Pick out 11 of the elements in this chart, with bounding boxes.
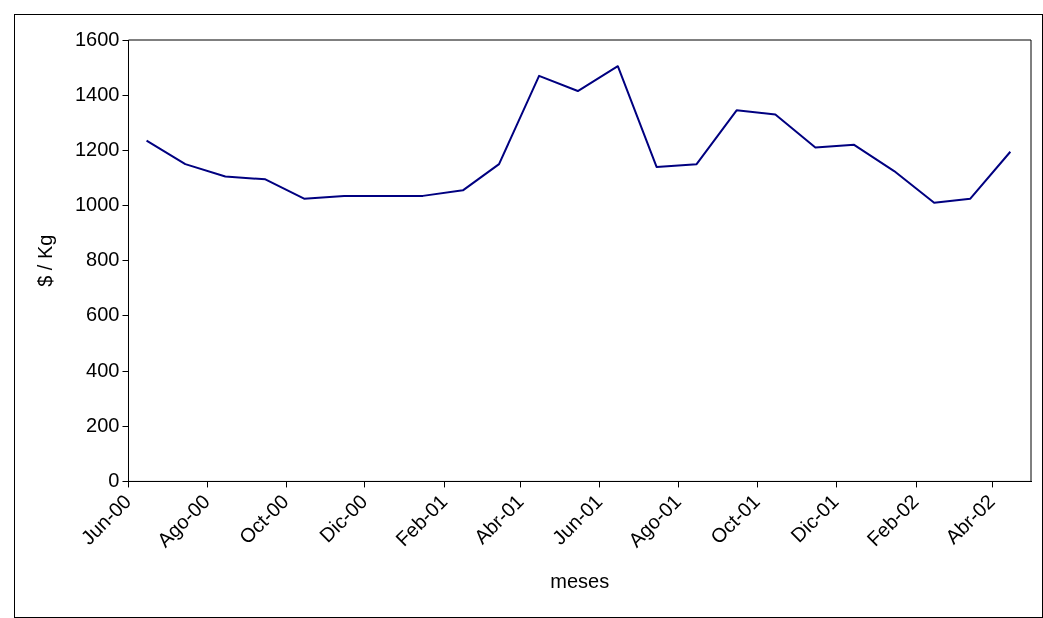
- y-tick-label: 1200: [74, 137, 120, 160]
- y-tick-label: 1000: [74, 193, 120, 216]
- y-tick-label: 200: [86, 413, 120, 436]
- y-tick-label: 1600: [74, 27, 120, 50]
- y-tick-label: 400: [86, 358, 120, 381]
- y-tick-label: 0: [108, 468, 120, 491]
- y-tick-label: 1400: [74, 82, 120, 105]
- y-axis-title: $ / Kg: [33, 234, 56, 287]
- y-tick-label: 600: [86, 303, 120, 326]
- x-axis-title: meses: [550, 569, 610, 592]
- y-tick-label: 800: [86, 248, 120, 271]
